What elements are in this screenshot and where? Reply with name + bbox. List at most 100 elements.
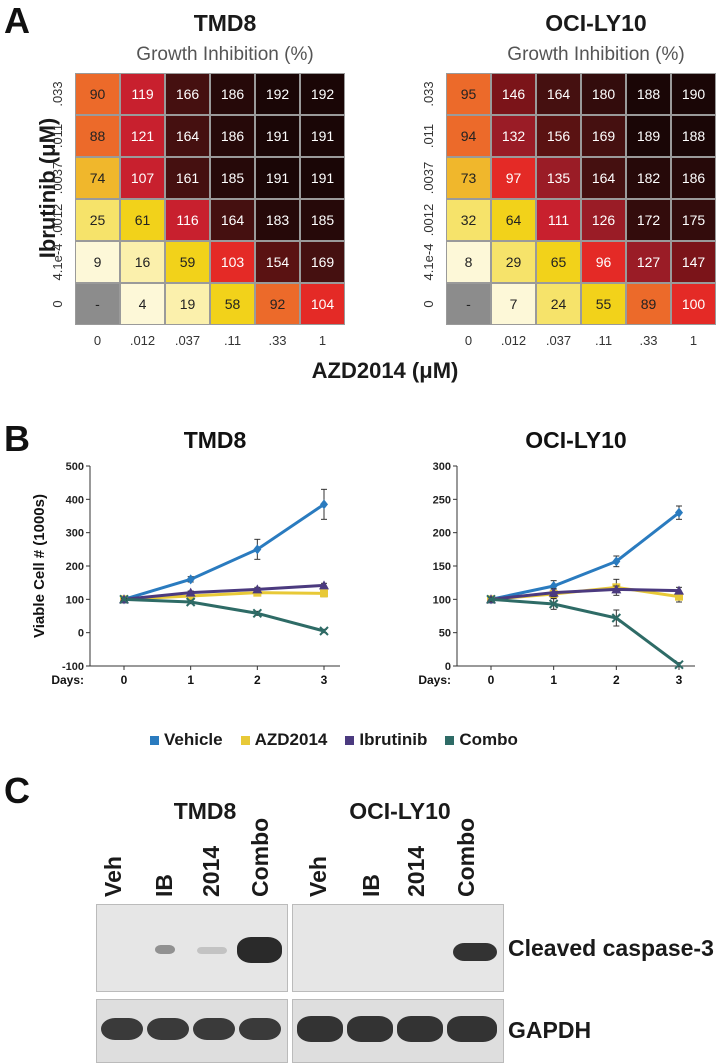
heatmap-title-tmd8: TMD8 [193, 10, 257, 36]
heatmap-cell: 185 [300, 199, 345, 241]
heatmap-x-tick: .037 [545, 333, 572, 348]
heatmap-cell: 7 [491, 283, 536, 325]
lane-label-ib-ocily10: IB [358, 874, 384, 897]
protein-label-gapdh: GAPDH [508, 1017, 592, 1043]
blot-gapdh-ocily10 [292, 999, 504, 1063]
heatmap-cell: 96 [581, 241, 626, 283]
legend-item-azd2014: AZD2014 [240, 730, 327, 750]
data-point [674, 585, 684, 595]
heatmap-cell: 19 [165, 283, 210, 325]
blot-group-title-ocily10: OCI-LY10 [349, 798, 451, 824]
heatmap-cell: 191 [300, 157, 345, 199]
heatmap-x-tick: .11 [594, 333, 613, 348]
y-tick-label: 300 [66, 528, 84, 540]
heatmap-x-tick: 0 [93, 333, 102, 348]
heatmap-cell: 183 [255, 199, 300, 241]
chart-title: TMD8 [184, 427, 247, 453]
heatmap-cell: - [446, 283, 491, 325]
data-point [612, 556, 621, 567]
heatmap-cell: 164 [581, 157, 626, 199]
data-point [675, 592, 683, 601]
legend-item-combo: Combo [445, 730, 518, 750]
heatmap-cell: 64 [491, 199, 536, 241]
x-axis-title: Days: [418, 673, 451, 687]
heatmap-cell: 104 [300, 283, 345, 325]
heatmap-y-tick: 0 [421, 300, 436, 308]
band-gapdh-combo-tmd8 [239, 1018, 281, 1040]
heatmap-cell: 192 [300, 73, 345, 115]
y-tick-label: 0 [445, 661, 451, 673]
heatmap-cell: 121 [120, 115, 165, 157]
heatmap-y-tick: 0 [50, 300, 65, 308]
heatmap-cell: 191 [300, 115, 345, 157]
x-tick-label: 3 [321, 673, 328, 687]
heatmap-cell: 25 [75, 199, 120, 241]
band-caspase-combo-tmd8 [237, 937, 282, 963]
heatmap-cell: 16 [120, 241, 165, 283]
heatmap-cell: 156 [536, 115, 581, 157]
y-tick-label: 400 [66, 494, 84, 506]
band-gapdh-veh-tmd8 [101, 1018, 143, 1040]
heatmap-x-tick: 1 [318, 333, 327, 348]
legend-swatch-vehicle [150, 735, 159, 745]
heatmap-cell: 169 [581, 115, 626, 157]
y-tick-label: 100 [433, 594, 451, 606]
band-gapdh-ib-tmd8 [147, 1018, 189, 1040]
band-gapdh-ib-ocily10 [347, 1016, 393, 1042]
y-tick-label: 50 [439, 628, 451, 640]
chart-legend: Vehicle AZD2014 Ibrutinib Combo [150, 730, 518, 750]
y-tick-label: 250 [433, 494, 451, 506]
x-tick-label: 0 [121, 673, 128, 687]
heatmap-cell: 90 [75, 73, 120, 115]
data-point [320, 499, 328, 510]
heatmap-cell: 186 [210, 73, 255, 115]
x-tick-label: 2 [613, 673, 620, 687]
heatmap-cell: 186 [671, 157, 716, 199]
heatmap-cell: 32 [446, 199, 491, 241]
x-tick-label: 1 [550, 673, 557, 687]
panel-label-a: A [4, 0, 30, 41]
y-tick-label: 150 [433, 561, 451, 573]
heatmap-cell: 188 [671, 115, 716, 157]
legend-item-ibrutinib: Ibrutinib [345, 730, 427, 750]
heatmap-x-tick: .012 [500, 333, 527, 348]
heatmap-cell: 182 [626, 157, 671, 199]
heatmap-cell: 95 [446, 73, 491, 115]
heatmap-cell: 146 [491, 73, 536, 115]
data-point [611, 584, 622, 594]
heatmap-cell: 192 [255, 73, 300, 115]
heatmap-cell: 107 [120, 157, 165, 199]
heatmap-cell: 185 [210, 157, 255, 199]
band-gapdh-2014-ocily10 [397, 1016, 443, 1042]
heatmap-cell: 111 [536, 199, 581, 241]
heatmap-cell: 132 [491, 115, 536, 157]
heatmap-cell: 164 [210, 199, 255, 241]
heatmap-x-tick: .11 [223, 333, 242, 348]
band-caspase-ib-tmd8 [155, 945, 175, 954]
lane-label-combo-ocily10: Combo [453, 817, 479, 897]
x-tick-label: 0 [488, 673, 495, 687]
chart-title: OCI-LY10 [525, 427, 626, 453]
heatmap-cell: 135 [536, 157, 581, 199]
heatmap-cell: 65 [536, 241, 581, 283]
heatmap-cell: 74 [75, 157, 120, 199]
heatmap-cell: 164 [165, 115, 210, 157]
heatmap-cell: 126 [581, 199, 626, 241]
data-point [185, 597, 196, 607]
series-line-vehicle [490, 511, 680, 601]
data-point [674, 659, 684, 670]
band-caspase-2014-tmd8 [197, 947, 227, 954]
heatmap-tmd8: 90 119 166 186 192 192 88 121 164 186 191 191 74 107 1… [75, 73, 345, 325]
heatmap-cell: 188 [626, 73, 671, 115]
heatmap-cell: 191 [255, 157, 300, 199]
heatmap-cell: 89 [626, 283, 671, 325]
heatmap-ocily10: 95 146 164 180 188 190 94 132 156 169 189 188 73 97 13… [446, 73, 716, 325]
heatmap-cell: 97 [491, 157, 536, 199]
heatmap-cell: 147 [671, 241, 716, 283]
lane-label-2014-ocily10: 2014 [403, 845, 429, 897]
x-tick-label: 1 [187, 673, 194, 687]
y-axis-title: Viable Cell # (1000s) [31, 494, 48, 638]
y-tick-label: 0 [78, 628, 84, 640]
heatmap-cell: 169 [300, 241, 345, 283]
legend-label-ibrutinib: Ibrutinib [359, 730, 428, 749]
